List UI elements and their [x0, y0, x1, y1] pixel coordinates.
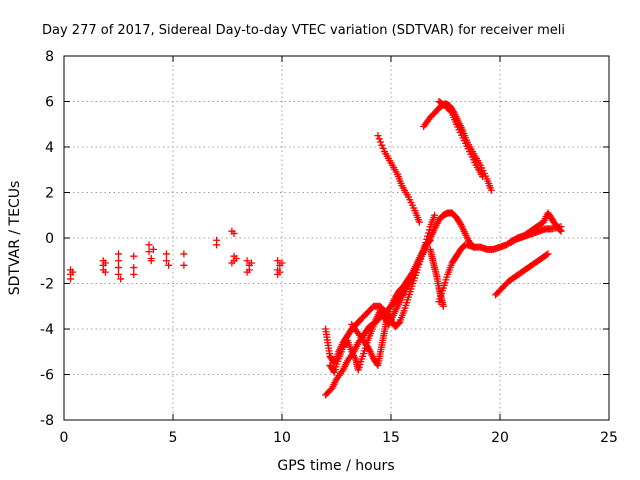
- data-point: [375, 135, 383, 143]
- data-point: [230, 229, 238, 237]
- data-point: [544, 250, 552, 258]
- data-point: [378, 141, 386, 149]
- y-tick-label: 8: [45, 49, 54, 65]
- data-point: [232, 254, 240, 262]
- data-point: [377, 138, 385, 146]
- y-tick-label: -6: [40, 368, 54, 384]
- y-tick-label: -8: [40, 413, 54, 429]
- series-group: [374, 132, 423, 226]
- data-point: [543, 251, 551, 259]
- data-point: [228, 259, 236, 267]
- y-axis-label: SDTVAR / TECUs: [7, 181, 23, 296]
- data-point: [278, 259, 286, 267]
- series-group: [322, 211, 439, 367]
- data-point: [374, 132, 382, 140]
- data-point: [180, 250, 188, 258]
- axis-ticks: [63, 55, 610, 421]
- data-point: [557, 227, 565, 235]
- data-point: [243, 268, 251, 276]
- data-point: [439, 302, 447, 310]
- series-group: [426, 245, 447, 310]
- x-axis-label: GPS time / hours: [277, 458, 394, 474]
- y-tick-label: 4: [45, 140, 54, 156]
- data-point: [424, 232, 432, 240]
- data-point: [447, 108, 455, 116]
- data-point: [149, 245, 157, 253]
- series-group: [435, 98, 487, 181]
- series-group: [435, 241, 469, 306]
- data-point: [130, 264, 138, 272]
- x-tick-labels: 0 5 10 15 20 25: [60, 430, 618, 446]
- y-tick-label: 2: [45, 186, 54, 202]
- data-point: [425, 226, 433, 234]
- data-point: [67, 275, 75, 283]
- data-point: [274, 257, 282, 265]
- x-tick-label: 10: [273, 430, 291, 446]
- series-group: [326, 275, 415, 376]
- data-point: [479, 173, 487, 181]
- y-tick-label: 6: [45, 95, 54, 111]
- data-point: [274, 270, 282, 278]
- y-tick-label: 0: [45, 231, 54, 247]
- chart-title: Day 277 of 2017, Sidereal Day-to-day VTE…: [42, 23, 565, 38]
- x-tick-label: 0: [60, 430, 69, 446]
- series-group: [67, 227, 286, 283]
- data-point: [115, 264, 122, 272]
- data-point: [115, 250, 122, 258]
- x-tick-label: 5: [169, 430, 178, 446]
- data-points: [67, 98, 565, 399]
- data-point: [101, 268, 109, 276]
- data-point: [487, 186, 495, 194]
- data-point: [180, 261, 188, 269]
- data-point: [415, 218, 423, 226]
- data-point: [162, 250, 170, 258]
- x-tick-label: 20: [491, 430, 509, 446]
- data-point: [426, 236, 434, 244]
- data-point: [556, 226, 564, 234]
- data-point: [379, 144, 387, 152]
- data-point: [115, 257, 122, 265]
- data-point: [145, 248, 153, 256]
- data-point: [69, 268, 77, 276]
- series-group: [492, 250, 552, 299]
- data-point: [247, 259, 255, 267]
- series-group: [348, 236, 434, 369]
- x-tick-label: 25: [600, 430, 618, 446]
- data-point: [130, 270, 138, 278]
- data-point: [425, 237, 433, 245]
- data-point: [115, 270, 122, 278]
- data-point: [130, 252, 138, 260]
- data-point: [101, 259, 109, 267]
- y-tick-label: -4: [40, 322, 54, 338]
- data-point: [243, 257, 251, 265]
- data-point: [147, 257, 155, 265]
- data-point: [431, 211, 439, 219]
- data-point: [424, 229, 432, 237]
- data-point: [213, 241, 221, 249]
- x-tick-label: 15: [382, 430, 400, 446]
- data-point: [162, 257, 170, 265]
- data-point: [117, 275, 125, 283]
- series-group: [507, 209, 565, 247]
- y-tick-labels: -8 -6 -4 -2 0 2 4 6 8: [40, 49, 54, 429]
- data-point: [165, 261, 173, 269]
- y-tick-label: -2: [40, 277, 54, 293]
- grid-lines: [64, 56, 609, 420]
- data-point: [145, 241, 153, 249]
